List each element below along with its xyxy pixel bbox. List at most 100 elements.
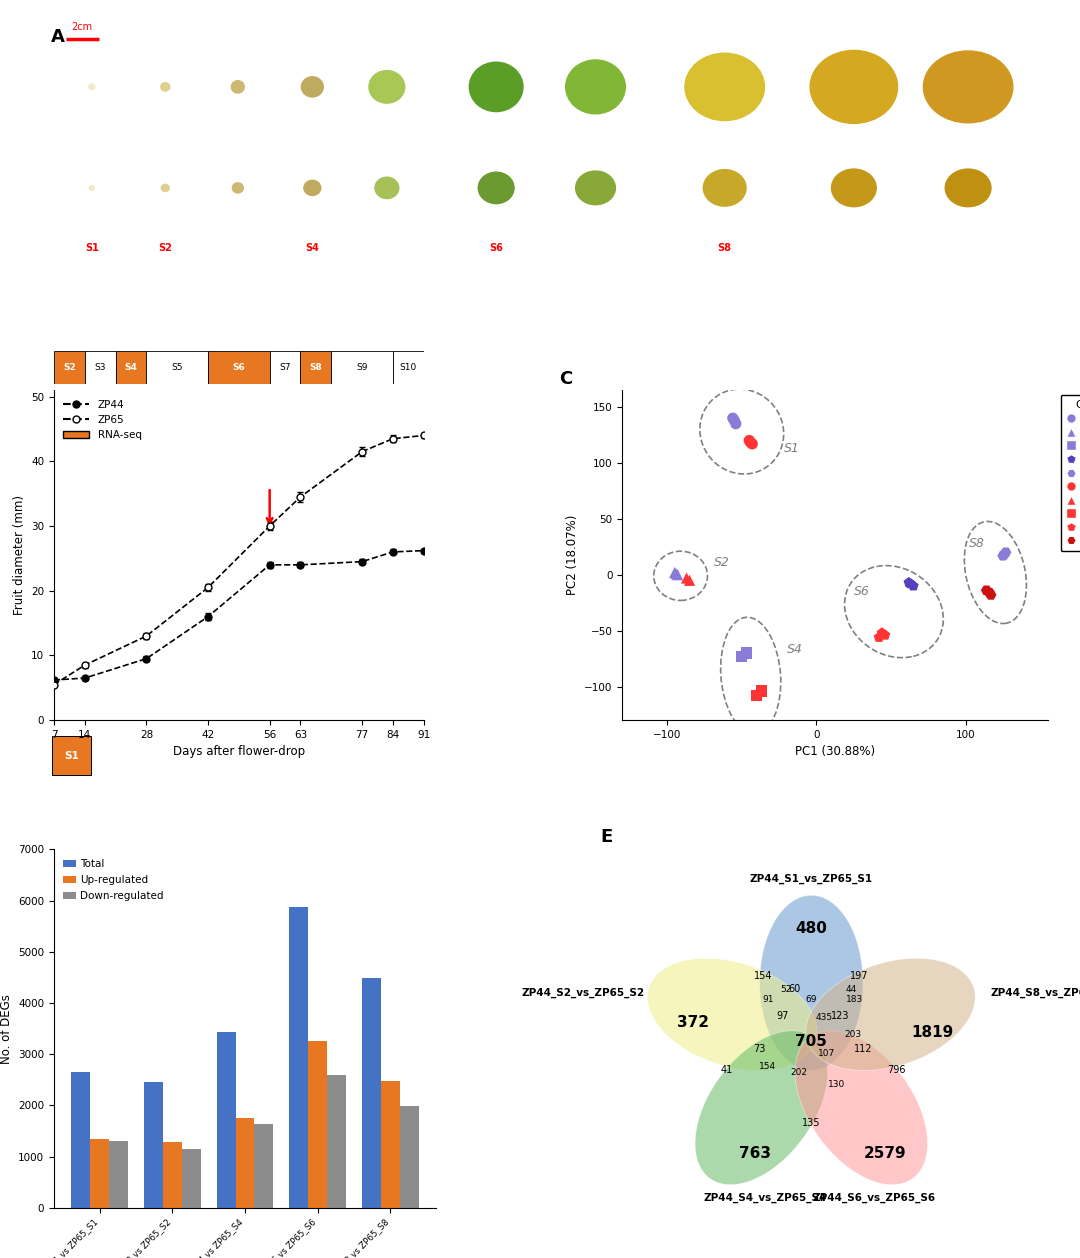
Point: [748, 686, 766, 706]
Ellipse shape: [566, 60, 625, 113]
Point: [981, 582, 998, 603]
Point: [726, 410, 743, 430]
Ellipse shape: [810, 50, 897, 123]
Legend: ZP44_S1, ZP44_S2, ZP44_S4, ZP44_S6, ZP44_S8, ZP65_S1, ZP65_S2, ZP65_S4, ZP65_S6,: ZP44_S1, ZP44_S2, ZP44_S4, ZP44_S6, ZP44…: [1061, 395, 1080, 551]
Point: [876, 625, 893, 645]
Ellipse shape: [945, 169, 991, 206]
Bar: [91, 1138, 109, 1208]
Text: 14D: 14D: [230, 130, 245, 140]
Point: [667, 564, 685, 584]
Text: 130: 130: [827, 1079, 845, 1089]
Point: [996, 545, 1013, 565]
Text: S6: S6: [489, 244, 503, 254]
Text: ZP44: ZP44: [27, 182, 54, 192]
Text: 372: 372: [677, 1015, 710, 1030]
Ellipse shape: [832, 169, 876, 206]
Text: ZP44_S4_vs_ZP65_S4: ZP44_S4_vs_ZP65_S4: [704, 1193, 827, 1203]
X-axis label: PC1 (30.88%): PC1 (30.88%): [795, 746, 875, 759]
Point: [743, 434, 760, 454]
Ellipse shape: [303, 180, 321, 195]
Bar: [109, 1141, 129, 1208]
Legend: ZP44, ZP65, RNA-seq: ZP44, ZP65, RNA-seq: [59, 395, 146, 444]
Bar: [362, 977, 381, 1208]
Text: 135: 135: [802, 1117, 821, 1127]
Ellipse shape: [231, 81, 244, 93]
Text: 2579: 2579: [863, 1146, 906, 1161]
Text: 60: 60: [788, 985, 800, 994]
Text: 480: 480: [795, 921, 827, 936]
Bar: [289, 907, 308, 1208]
Text: 154: 154: [759, 1062, 777, 1071]
Point: [902, 574, 919, 594]
Ellipse shape: [795, 1030, 928, 1185]
Text: 154: 154: [754, 971, 772, 981]
Text: 183: 183: [846, 995, 863, 1004]
Ellipse shape: [685, 53, 765, 121]
Text: S4: S4: [306, 244, 320, 254]
Ellipse shape: [369, 70, 405, 103]
Ellipse shape: [161, 184, 170, 191]
Text: E: E: [600, 828, 613, 845]
Point: [753, 681, 770, 701]
Bar: [327, 1076, 346, 1208]
Text: ZP44_S6_vs_ZP65_S6: ZP44_S6_vs_ZP65_S6: [812, 1193, 935, 1203]
Point: [997, 542, 1014, 562]
Text: 123: 123: [832, 1011, 850, 1021]
Text: 42D: 42D: [379, 130, 394, 140]
Point: [727, 414, 744, 434]
Text: 107: 107: [818, 1049, 835, 1058]
Text: 202: 202: [791, 1068, 808, 1077]
Text: 52: 52: [781, 985, 792, 994]
FancyBboxPatch shape: [52, 736, 92, 775]
Text: ZP44_S8_vs_ZP65_S8: ZP44_S8_vs_ZP65_S8: [990, 988, 1080, 998]
Point: [905, 576, 922, 596]
Text: S1: S1: [64, 751, 79, 761]
Text: S1: S1: [784, 442, 799, 454]
Text: 69: 69: [806, 995, 818, 1004]
Y-axis label: No. of DEGs: No. of DEGs: [0, 994, 13, 1063]
Legend: Total, Up-regulated, Down-regulated: Total, Up-regulated, Down-regulated: [59, 854, 167, 906]
Point: [738, 643, 755, 663]
Text: 763: 763: [739, 1146, 771, 1161]
Point: [742, 433, 759, 453]
Text: 91: 91: [762, 995, 773, 1004]
Point: [669, 565, 686, 585]
Text: 203: 203: [845, 1030, 862, 1039]
Text: 197: 197: [850, 971, 869, 981]
Ellipse shape: [759, 896, 863, 1071]
Ellipse shape: [90, 186, 94, 190]
Text: S2: S2: [159, 244, 172, 254]
Text: ZP65: ZP65: [27, 82, 54, 92]
Point: [995, 546, 1012, 566]
Bar: [381, 1081, 400, 1208]
Text: S4: S4: [786, 643, 802, 655]
Text: 97: 97: [777, 1011, 788, 1021]
Text: S6: S6: [853, 585, 869, 598]
Text: 41: 41: [720, 1066, 732, 1076]
Text: 7D: 7D: [160, 130, 171, 140]
Bar: [181, 1149, 201, 1208]
Bar: [255, 1123, 273, 1208]
Text: 112: 112: [853, 1044, 873, 1054]
Point: [874, 623, 891, 643]
Text: ZP44_S1_vs_ZP65_S1: ZP44_S1_vs_ZP65_S1: [750, 873, 873, 884]
Text: 44: 44: [846, 985, 856, 994]
Point: [678, 569, 696, 589]
Text: 63D: 63D: [588, 130, 604, 140]
Ellipse shape: [301, 77, 323, 97]
Ellipse shape: [232, 182, 243, 192]
Text: ZP44_S2_vs_ZP65_S2: ZP44_S2_vs_ZP65_S2: [522, 988, 645, 998]
Point: [741, 430, 758, 450]
Text: S8: S8: [969, 537, 984, 550]
Point: [870, 628, 888, 648]
Ellipse shape: [161, 83, 170, 91]
Point: [733, 647, 751, 667]
Text: 28D: 28D: [305, 130, 320, 140]
Bar: [235, 1117, 255, 1208]
Text: S2: S2: [714, 556, 729, 569]
Ellipse shape: [89, 84, 95, 89]
Ellipse shape: [923, 52, 1013, 123]
Bar: [144, 1082, 163, 1208]
Ellipse shape: [478, 172, 514, 204]
Text: 796: 796: [887, 1066, 905, 1076]
